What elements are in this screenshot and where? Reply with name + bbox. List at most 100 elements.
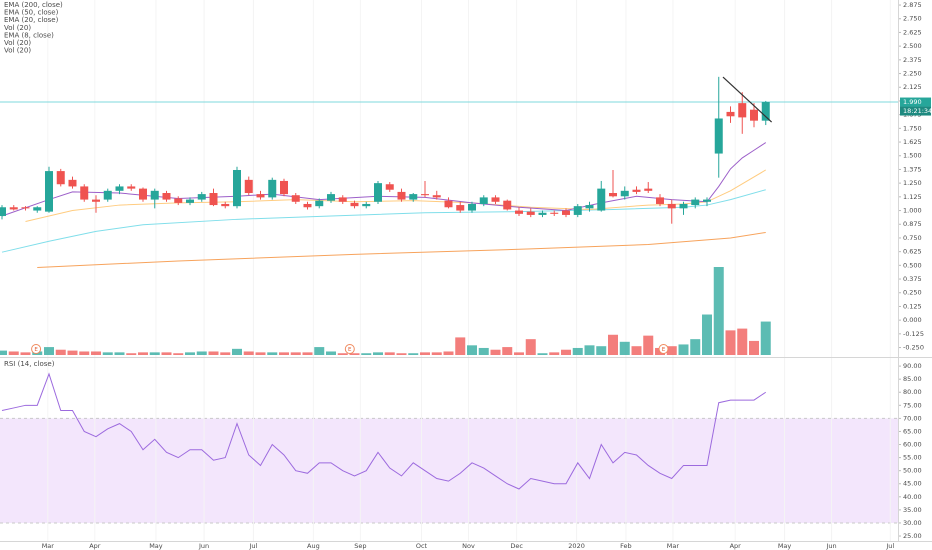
y-tick-label: 0.125 bbox=[903, 302, 922, 310]
y-tick-label: 1.250 bbox=[903, 179, 922, 187]
volume-bar bbox=[561, 349, 571, 355]
legend-entry: Vol (20) bbox=[4, 24, 31, 32]
candle-body bbox=[738, 103, 747, 118]
volume-bar bbox=[255, 352, 266, 355]
rsi-tick-label: 50.00 bbox=[903, 467, 922, 475]
volume-bar bbox=[713, 267, 724, 355]
candle-body bbox=[374, 183, 382, 202]
trendline bbox=[722, 76, 773, 123]
volume-bar bbox=[749, 340, 759, 355]
candle-body bbox=[573, 206, 582, 215]
volume-bar bbox=[337, 353, 348, 355]
candle-body bbox=[562, 210, 570, 215]
volume-bar bbox=[8, 351, 19, 355]
candle-body bbox=[515, 210, 523, 214]
earnings-marker bbox=[31, 344, 42, 354]
candle-body bbox=[385, 184, 394, 190]
volume-bar bbox=[373, 352, 383, 355]
volume-bar bbox=[666, 346, 677, 355]
y-tick-label: -0.125 bbox=[903, 330, 924, 338]
x-tick-label: Jun bbox=[825, 542, 836, 550]
volume-bar bbox=[584, 345, 595, 355]
y-tick-label: 1.500 bbox=[903, 152, 922, 160]
x-tick-label: Jul bbox=[885, 542, 894, 550]
earnings-marker bbox=[658, 344, 669, 354]
countdown-label: 18:21:34 bbox=[903, 107, 932, 115]
x-tick-label: May bbox=[778, 542, 792, 550]
volume-bar bbox=[619, 341, 630, 355]
rsi-tick-label: 45.00 bbox=[903, 480, 922, 488]
candle-body bbox=[127, 186, 136, 189]
rsi-tick-label: 55.00 bbox=[903, 454, 922, 462]
legend-entry: Vol (20) bbox=[4, 39, 31, 47]
candle-body bbox=[456, 205, 465, 211]
last-price-box bbox=[900, 97, 931, 107]
volume-bar bbox=[55, 349, 66, 355]
volume-bar bbox=[443, 351, 454, 355]
candle-body bbox=[726, 111, 735, 117]
y-tick-label: 1.125 bbox=[903, 193, 922, 201]
volume-bar bbox=[91, 351, 101, 355]
legend-entry: EMA (200, close) bbox=[4, 1, 63, 9]
rsi-line bbox=[1, 372, 767, 490]
volume-bar bbox=[596, 346, 607, 355]
candle-body bbox=[33, 207, 42, 211]
volume-bar bbox=[478, 347, 489, 355]
countdown-box bbox=[900, 106, 931, 116]
candle-body bbox=[209, 193, 218, 206]
volume-bar bbox=[185, 352, 195, 355]
volume-bar bbox=[196, 351, 207, 355]
candle-body bbox=[597, 188, 606, 211]
y-tick-label: -0.250 bbox=[903, 344, 924, 352]
volume-bar bbox=[102, 352, 113, 355]
candle-body bbox=[350, 202, 359, 207]
volume-bar bbox=[525, 339, 536, 355]
rsi-tick-label: 75.00 bbox=[903, 401, 922, 409]
y-tick-label: 2.875 bbox=[903, 1, 922, 9]
legend-entry: EMA (8, close) bbox=[4, 31, 54, 39]
volume-bar bbox=[537, 353, 548, 355]
candle-body bbox=[139, 188, 147, 200]
volume-bar bbox=[314, 347, 325, 355]
candle-body bbox=[327, 194, 335, 201]
candle-body bbox=[538, 212, 547, 215]
candle-body bbox=[609, 193, 617, 197]
x-tick-label: May bbox=[149, 542, 163, 550]
x-tick-label: Sep bbox=[354, 542, 366, 550]
candle-body bbox=[186, 199, 194, 203]
candle-body bbox=[45, 171, 53, 212]
ema-line bbox=[1, 142, 767, 217]
candle-body bbox=[256, 194, 265, 198]
candle-body bbox=[409, 194, 418, 200]
y-tick-label: 1.000 bbox=[903, 207, 922, 215]
y-tick-label: 0.875 bbox=[903, 220, 922, 228]
candle-body bbox=[421, 194, 429, 196]
rsi-tick-label: 25.00 bbox=[903, 532, 922, 540]
candle-body bbox=[362, 203, 371, 207]
candle-body bbox=[303, 203, 312, 208]
y-tick-label: 2.250 bbox=[903, 70, 922, 78]
volume-bar bbox=[396, 353, 407, 355]
candle-body bbox=[503, 200, 512, 210]
candle-body bbox=[703, 199, 711, 202]
candle-body bbox=[174, 198, 183, 203]
volume-bar bbox=[114, 352, 125, 355]
candle-body bbox=[632, 189, 641, 192]
volume-bar bbox=[267, 352, 278, 355]
volume-bar bbox=[361, 353, 372, 355]
earnings-label: E bbox=[348, 347, 352, 353]
volume-bar bbox=[161, 352, 172, 355]
rsi-tick-label: 40.00 bbox=[903, 493, 922, 501]
candle-body bbox=[550, 212, 559, 214]
y-tick-label: 2.125 bbox=[903, 83, 922, 91]
candle-body bbox=[468, 203, 476, 211]
volume-bar bbox=[149, 352, 160, 355]
volume-bar bbox=[326, 351, 336, 355]
rsi-tick-label: 65.00 bbox=[903, 427, 922, 435]
candle-body bbox=[21, 207, 30, 209]
volume-bar bbox=[608, 334, 618, 355]
volume-bar bbox=[549, 352, 560, 355]
x-tick-label: Jul bbox=[249, 542, 258, 550]
last-price-label: 1.990 bbox=[903, 98, 922, 106]
candle-body bbox=[620, 190, 629, 197]
